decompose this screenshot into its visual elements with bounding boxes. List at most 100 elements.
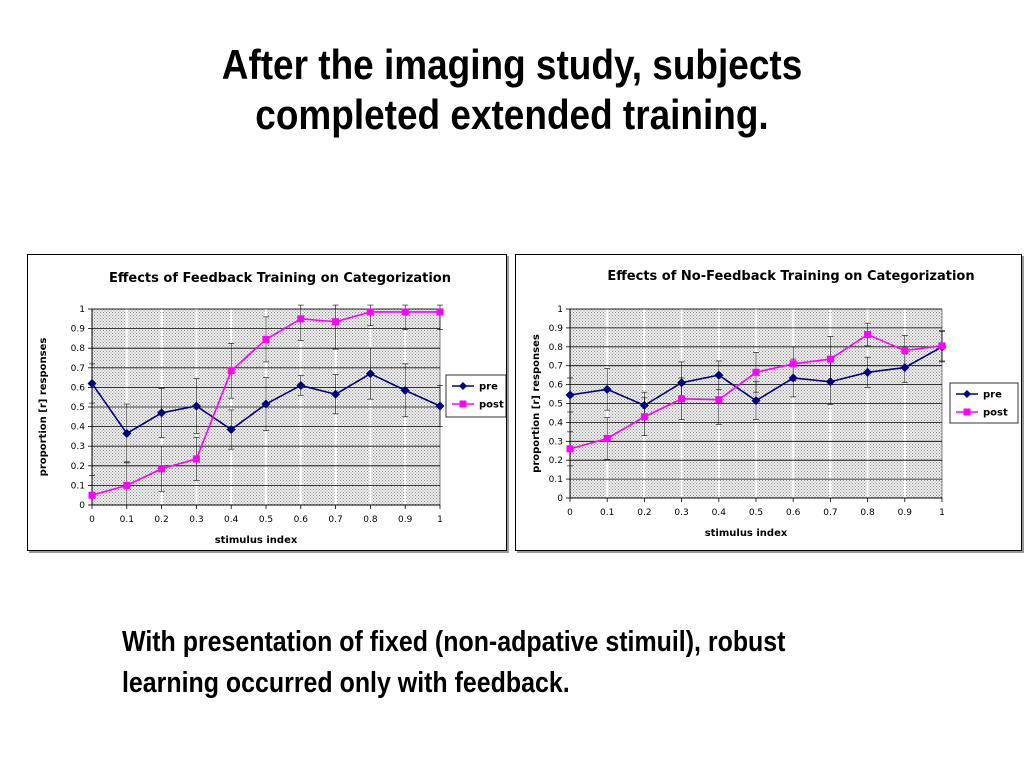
feedback-xtick-label-4: 0.4 <box>224 515 239 525</box>
feedback-pre-point-2 <box>157 408 167 418</box>
feedback-legend-pre-label: pre <box>479 382 498 393</box>
no-feedback-chart-title: Effects of No-Feedback Training on Categ… <box>607 269 974 284</box>
no-feedback-pre-point-0 <box>565 390 575 400</box>
no-feedback-pre-point-8 <box>863 367 873 377</box>
feedback-y-axis-label: proportion [r] responses <box>38 338 49 477</box>
feedback-post-point-0 <box>88 491 96 499</box>
no-feedback-ytick-label-7: 0.7 <box>549 362 563 372</box>
no-feedback-pre-point-6 <box>788 373 798 383</box>
feedback-pre-point-3 <box>191 401 201 411</box>
feedback-post-point-6 <box>297 315 305 323</box>
no-feedback-ytick-label-5: 0.5 <box>549 400 563 410</box>
feedback-xtick-label-0: 0 <box>89 515 95 525</box>
feedback-ytick-label-2: 0.2 <box>71 462 85 472</box>
feedback-legend: pre post <box>445 374 506 418</box>
caption-line-1: With presentation of fixed (non-adpative… <box>122 626 786 658</box>
feedback-ytick-label-6: 0.6 <box>71 383 86 393</box>
no-feedback-ytick-label-3: 0.3 <box>549 437 563 447</box>
feedback-xtick-label-2: 0.2 <box>154 515 168 525</box>
feedback-xtick-label-6: 0.6 <box>294 515 309 525</box>
no-feedback-legend-pre-marker <box>963 390 971 398</box>
feedback-post-point-9 <box>401 308 409 316</box>
slide-title: After the imaging study, subjects comple… <box>149 40 874 140</box>
no-feedback-pre-point-4 <box>714 370 724 380</box>
no-feedback-post-point-2 <box>640 413 648 421</box>
feedback-ytick-label-1: 0.1 <box>71 481 85 491</box>
no-feedback-pre-point-7 <box>825 377 835 387</box>
feedback-xtick-label-8: 0.8 <box>363 515 378 525</box>
no-feedback-post-point-3 <box>678 395 686 403</box>
no-feedback-ytick-label-1: 0.1 <box>549 475 563 485</box>
no-feedback-xtick-label-10: 1 <box>939 508 945 518</box>
feedback-ytick-label-4: 0.4 <box>71 423 86 433</box>
no-feedback-xtick-label-8: 0.8 <box>860 508 875 518</box>
feedback-pre-point-8 <box>365 369 375 379</box>
no-feedback-xtick-label-2: 0.2 <box>637 508 651 518</box>
feedback-post-point-5 <box>262 335 270 343</box>
no-feedback-legend-box <box>949 382 1019 424</box>
feedback-xtick-label-5: 0.5 <box>259 515 273 525</box>
feedback-pre-point-7 <box>331 389 341 399</box>
no-feedback-xtick-label-6: 0.6 <box>786 508 801 518</box>
no-feedback-pre-point-5 <box>751 396 761 406</box>
no-feedback-xtick-label-3: 0.3 <box>674 508 688 518</box>
no-feedback-post-point-4 <box>715 396 723 404</box>
feedback-ytick-label-5: 0.5 <box>71 403 85 413</box>
feedback-post-point-10 <box>436 308 444 316</box>
no-feedback-ytick-label-8: 0.8 <box>549 343 564 353</box>
feedback-chart-svg: Effects of Feedback Training on Categori… <box>38 271 506 546</box>
no-feedback-post-point-7 <box>826 355 834 363</box>
feedback-ytick-label-7: 0.7 <box>71 364 85 374</box>
feedback-legend-pre-marker <box>459 382 467 390</box>
feedback-pre-point-6 <box>296 380 306 390</box>
no-feedback-xtick-label-4: 0.4 <box>712 508 727 518</box>
no-feedback-post-point-8 <box>864 331 872 339</box>
feedback-pre-point-10 <box>435 401 445 411</box>
feedback-post-point-8 <box>366 308 374 316</box>
no-feedback-ytick-label-10: 1 <box>557 305 563 315</box>
feedback-ytick-label-10: 1 <box>79 305 85 315</box>
no-feedback-ytick-label-9: 0.9 <box>549 324 564 334</box>
feedback-ytick-label-9: 0.9 <box>71 325 86 335</box>
no-feedback-chart: Effects of No-Feedback Training on Categ… <box>515 254 1022 551</box>
caption-line-2: learning occurred only with feedback. <box>122 667 570 699</box>
feedback-x-axis-label: stimulus index <box>215 535 298 546</box>
feedback-pre-point-1 <box>122 428 132 438</box>
feedback-chart-title: Effects of Feedback Training on Categori… <box>109 271 451 286</box>
no-feedback-legend-pre-label: pre <box>983 390 1002 401</box>
feedback-post-point-1 <box>123 481 131 489</box>
feedback-legend-post-marker <box>459 400 467 408</box>
no-feedback-pre-point-2 <box>639 400 649 410</box>
no-feedback-post-point-6 <box>789 360 797 368</box>
no-feedback-xtick-label-0: 0 <box>567 508 573 518</box>
feedback-xtick-label-9: 0.9 <box>398 515 413 525</box>
feedback-pre-point-5 <box>261 399 271 409</box>
feedback-post-point-7 <box>332 318 340 326</box>
no-feedback-post-point-10 <box>938 342 946 350</box>
no-feedback-chart-svg: Effects of No-Feedback Training on Categ… <box>531 269 1019 539</box>
no-feedback-y-axis-label: proportion [r] responses <box>531 334 542 473</box>
feedback-xtick-label-10: 1 <box>437 515 443 525</box>
no-feedback-xtick-label-9: 0.9 <box>898 508 913 518</box>
no-feedback-xtick-label-1: 0.1 <box>600 508 614 518</box>
feedback-xtick-label-1: 0.1 <box>120 515 134 525</box>
no-feedback-pre-point-3 <box>677 378 687 388</box>
slide-title-line-2: completed extended training. <box>255 91 769 138</box>
no-feedback-xtick-label-5: 0.5 <box>749 508 763 518</box>
no-feedback-legend: pre post <box>949 382 1019 424</box>
slide-title-line-1: After the imaging study, subjects <box>221 41 803 88</box>
feedback-xtick-label-3: 0.3 <box>189 515 203 525</box>
no-feedback-post-point-0 <box>566 445 574 453</box>
feedback-pre-point-0 <box>87 378 97 388</box>
no-feedback-post-point-5 <box>752 368 760 376</box>
feedback-pre-point-4 <box>226 425 236 435</box>
feedback-legend-box <box>445 374 506 418</box>
feedback-legend-post-label: post <box>479 400 504 411</box>
no-feedback-pre-point-1 <box>602 384 612 394</box>
no-feedback-pre-point-9 <box>900 363 910 373</box>
feedback-ytick-label-0: 0 <box>79 501 85 511</box>
feedback-post-point-2 <box>158 465 166 473</box>
feedback-chart: Effects of Feedback Training on Categori… <box>27 254 507 551</box>
no-feedback-x-axis-label: stimulus index <box>705 528 788 539</box>
no-feedback-ytick-label-6: 0.6 <box>549 381 564 391</box>
